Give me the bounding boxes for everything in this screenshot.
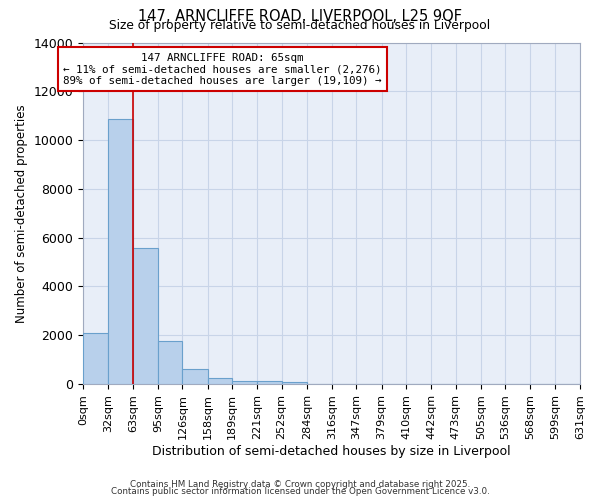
Text: 147, ARNCLIFFE ROAD, LIVERPOOL, L25 9QF: 147, ARNCLIFFE ROAD, LIVERPOOL, L25 9QF [138,9,462,24]
Bar [109,120,133,384]
Bar [182,368,208,384]
X-axis label: Distribution of semi-detached houses by size in Liverpool: Distribution of semi-detached houses by … [152,444,511,458]
Bar [133,248,158,384]
Y-axis label: Number of semi-detached properties: Number of semi-detached properties [15,104,28,322]
Text: Size of property relative to semi-detached houses in Liverpool: Size of property relative to semi-detach… [109,18,491,32]
Bar [83,334,109,384]
Text: Contains public sector information licensed under the Open Government Licence v3: Contains public sector information licen… [110,487,490,496]
Bar [281,382,307,384]
Bar [257,381,281,384]
Text: 147 ARNCLIFFE ROAD: 65sqm
← 11% of semi-detached houses are smaller (2,276)
89% : 147 ARNCLIFFE ROAD: 65sqm ← 11% of semi-… [63,52,382,86]
Bar [158,342,182,384]
Text: Contains HM Land Registry data © Crown copyright and database right 2025.: Contains HM Land Registry data © Crown c… [130,480,470,489]
Bar [208,378,232,384]
Bar [232,380,257,384]
